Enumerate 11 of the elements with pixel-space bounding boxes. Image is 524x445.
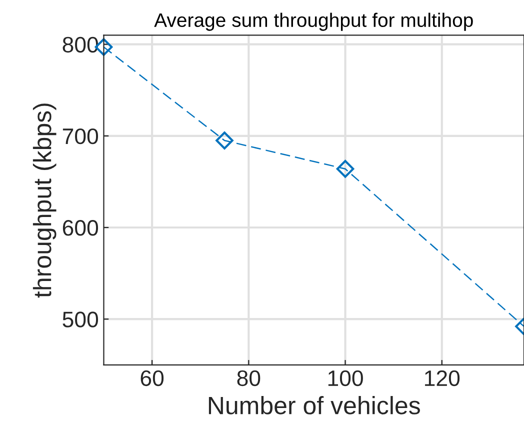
x-tick-label: 100	[328, 370, 363, 386]
x-tick-label: 80	[237, 370, 260, 386]
y-axis-title: throughput (kbps)	[32, 104, 56, 298]
x-tick-label: 60	[140, 370, 164, 386]
x-tick-label: 120	[425, 370, 460, 386]
y-tick-label: 500	[62, 312, 98, 328]
chart-title: Average sum throughput for multihop	[154, 12, 473, 31]
x-axis-title: Number of vehicles	[208, 396, 420, 414]
y-tick-label: 800	[62, 36, 98, 53]
y-tick-label: 700	[62, 128, 98, 144]
y-tick-label: 600	[62, 220, 98, 236]
